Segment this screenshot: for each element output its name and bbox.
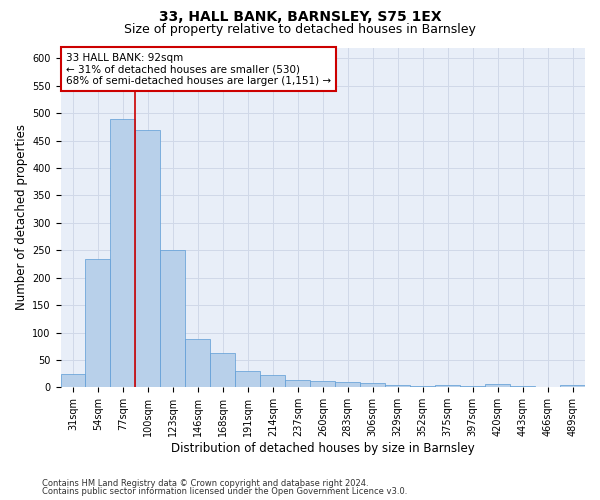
- Bar: [211, 353, 235, 388]
- Bar: [235, 371, 260, 388]
- Bar: [285, 380, 310, 388]
- Bar: [260, 376, 285, 388]
- Bar: [110, 119, 136, 388]
- Bar: [310, 382, 335, 388]
- Bar: [385, 384, 410, 388]
- Bar: [510, 386, 535, 388]
- Bar: [435, 384, 460, 388]
- Bar: [460, 386, 485, 388]
- Bar: [136, 130, 160, 388]
- Bar: [335, 382, 360, 388]
- Text: Contains public sector information licensed under the Open Government Licence v3: Contains public sector information licen…: [42, 487, 407, 496]
- Bar: [360, 383, 385, 388]
- Bar: [160, 250, 185, 388]
- Bar: [85, 258, 110, 388]
- Bar: [410, 386, 435, 388]
- Text: 33, HALL BANK, BARNSLEY, S75 1EX: 33, HALL BANK, BARNSLEY, S75 1EX: [158, 10, 442, 24]
- Bar: [560, 384, 585, 388]
- Text: 33 HALL BANK: 92sqm
← 31% of detached houses are smaller (530)
68% of semi-detac: 33 HALL BANK: 92sqm ← 31% of detached ho…: [66, 52, 331, 86]
- Bar: [185, 339, 211, 388]
- X-axis label: Distribution of detached houses by size in Barnsley: Distribution of detached houses by size …: [171, 442, 475, 455]
- Bar: [61, 374, 85, 388]
- Bar: [485, 384, 510, 388]
- Bar: [535, 387, 560, 388]
- Text: Size of property relative to detached houses in Barnsley: Size of property relative to detached ho…: [124, 22, 476, 36]
- Y-axis label: Number of detached properties: Number of detached properties: [15, 124, 28, 310]
- Text: Contains HM Land Registry data © Crown copyright and database right 2024.: Contains HM Land Registry data © Crown c…: [42, 478, 368, 488]
